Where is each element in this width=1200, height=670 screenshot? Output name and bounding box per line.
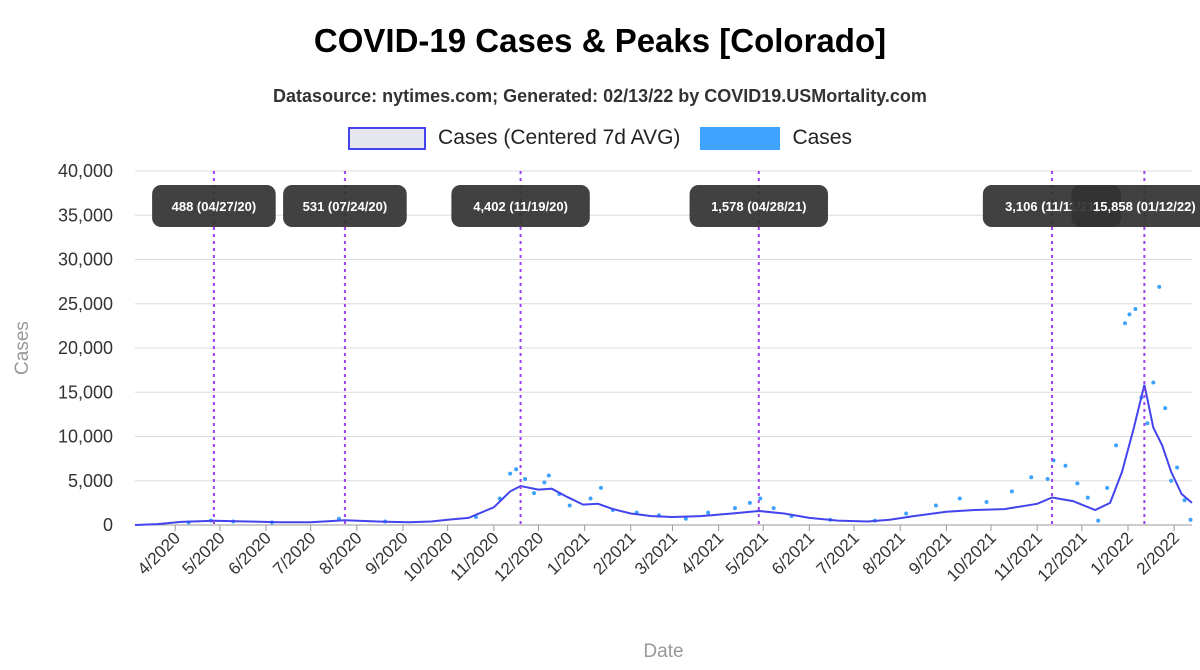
cases-point [683,516,688,521]
y-tick-label: 40,000 [58,161,113,181]
x-tick-label: 2/2021 [589,528,639,578]
cases-point [706,510,711,515]
x-tick-label: 7/2020 [269,528,319,578]
cases-point [1188,517,1193,522]
cases-point [567,503,572,508]
legend-item-avg[interactable]: Cases (Centered 7d AVG) [348,126,680,150]
y-tick-label: 15,000 [58,382,113,402]
y-axis-title: Cases [12,321,33,375]
peak-label: 1,578 (04/28/21) [711,199,806,214]
x-tick-label: 7/2021 [813,528,863,578]
y-tick-label: 0 [103,515,113,535]
legend-item-cases[interactable]: Cases [700,126,852,150]
cases-point [732,506,737,511]
cases-point [1045,476,1050,481]
x-axis-title: Date [643,641,683,662]
x-tick-label: 4/2020 [134,528,184,578]
cases-point [1163,406,1168,411]
x-tick-label: 8/2020 [315,528,365,578]
cases-point [508,471,513,476]
x-tick-label: 5/2021 [722,528,772,578]
legend: Cases (Centered 7d AVG) Cases [0,126,1200,150]
cases-point [542,480,547,485]
x-tick-label: 2/2022 [1133,528,1183,578]
cases-point [1114,443,1119,448]
cases-point [1151,380,1156,385]
cases-point [588,496,593,501]
cases-point [1175,465,1180,470]
y-tick-label: 25,000 [58,294,113,314]
legend-label-avg: Cases (Centered 7d AVG) [438,126,681,149]
x-tick-label: 6/2020 [225,528,275,578]
cases-point [904,511,909,516]
cases-point [1063,463,1068,468]
y-tick-label: 35,000 [58,205,113,225]
cases-point [1169,478,1174,483]
x-tick-label: 8/2021 [859,528,909,578]
cases-point [1145,421,1150,426]
y-tick-label: 10,000 [58,427,113,447]
cases-point [1009,489,1014,494]
cases-point [1085,495,1090,500]
x-tick-label: 10/2020 [400,528,457,585]
cases-point [1182,498,1187,503]
cases-point [514,467,519,472]
cases-point [933,503,938,508]
x-tick-label: 12/2020 [490,528,547,585]
cases-point [1157,284,1162,289]
peak-box [1071,185,1200,227]
x-tick-label: 12/2021 [1034,528,1091,585]
peak-label: 4,402 (11/19/20) [473,199,568,214]
legend-swatch-cases [700,126,781,150]
peak-label: 531 (07/24/20) [303,199,388,214]
cases-point [598,485,603,490]
cases-point [523,476,528,481]
cases-point [1127,312,1132,317]
cases-point [1029,475,1034,480]
cases-point [546,473,551,478]
cases-point [1096,518,1101,523]
peak-box [283,185,407,227]
cases-point [771,506,776,511]
peak-label: 488 (04/27/20) [172,199,257,214]
chart-title: COVID-19 Cases & Peaks [Colorado] [313,22,887,59]
legend-swatch-avg [348,126,427,150]
x-tick-label: 4/2021 [677,528,727,578]
legend-label-cases: Cases [792,126,852,149]
y-tick-label: 5,000 [68,471,113,491]
x-tick-label: 10/2021 [943,528,1000,585]
cases-point [758,496,763,501]
x-tick-label: 5/2020 [178,528,228,578]
cases-point [747,500,752,505]
x-tick-label: 3/2021 [631,528,681,578]
cases-point [1105,485,1110,490]
x-tick-label: 1/2022 [1087,528,1137,578]
chart-subtitle: Datasource: nytimes.com; Generated: 02/1… [273,86,927,106]
x-tick-label: 1/2021 [543,528,593,578]
peak-box [152,185,276,227]
cases-point [984,499,989,504]
cases-point [531,491,536,496]
cases-point [957,496,962,501]
peak-label: 15,858 (01/12/22) [1093,199,1196,214]
x-tick-label: 6/2021 [768,528,818,578]
cases-point [1075,481,1080,486]
avg-line [134,384,1193,526]
y-tick-label: 30,000 [58,250,113,270]
y-tick-label: 20,000 [58,338,113,358]
peak-box [451,185,590,227]
cases-point [1133,307,1138,312]
peak-box [689,185,828,227]
cases-point [1123,321,1128,326]
